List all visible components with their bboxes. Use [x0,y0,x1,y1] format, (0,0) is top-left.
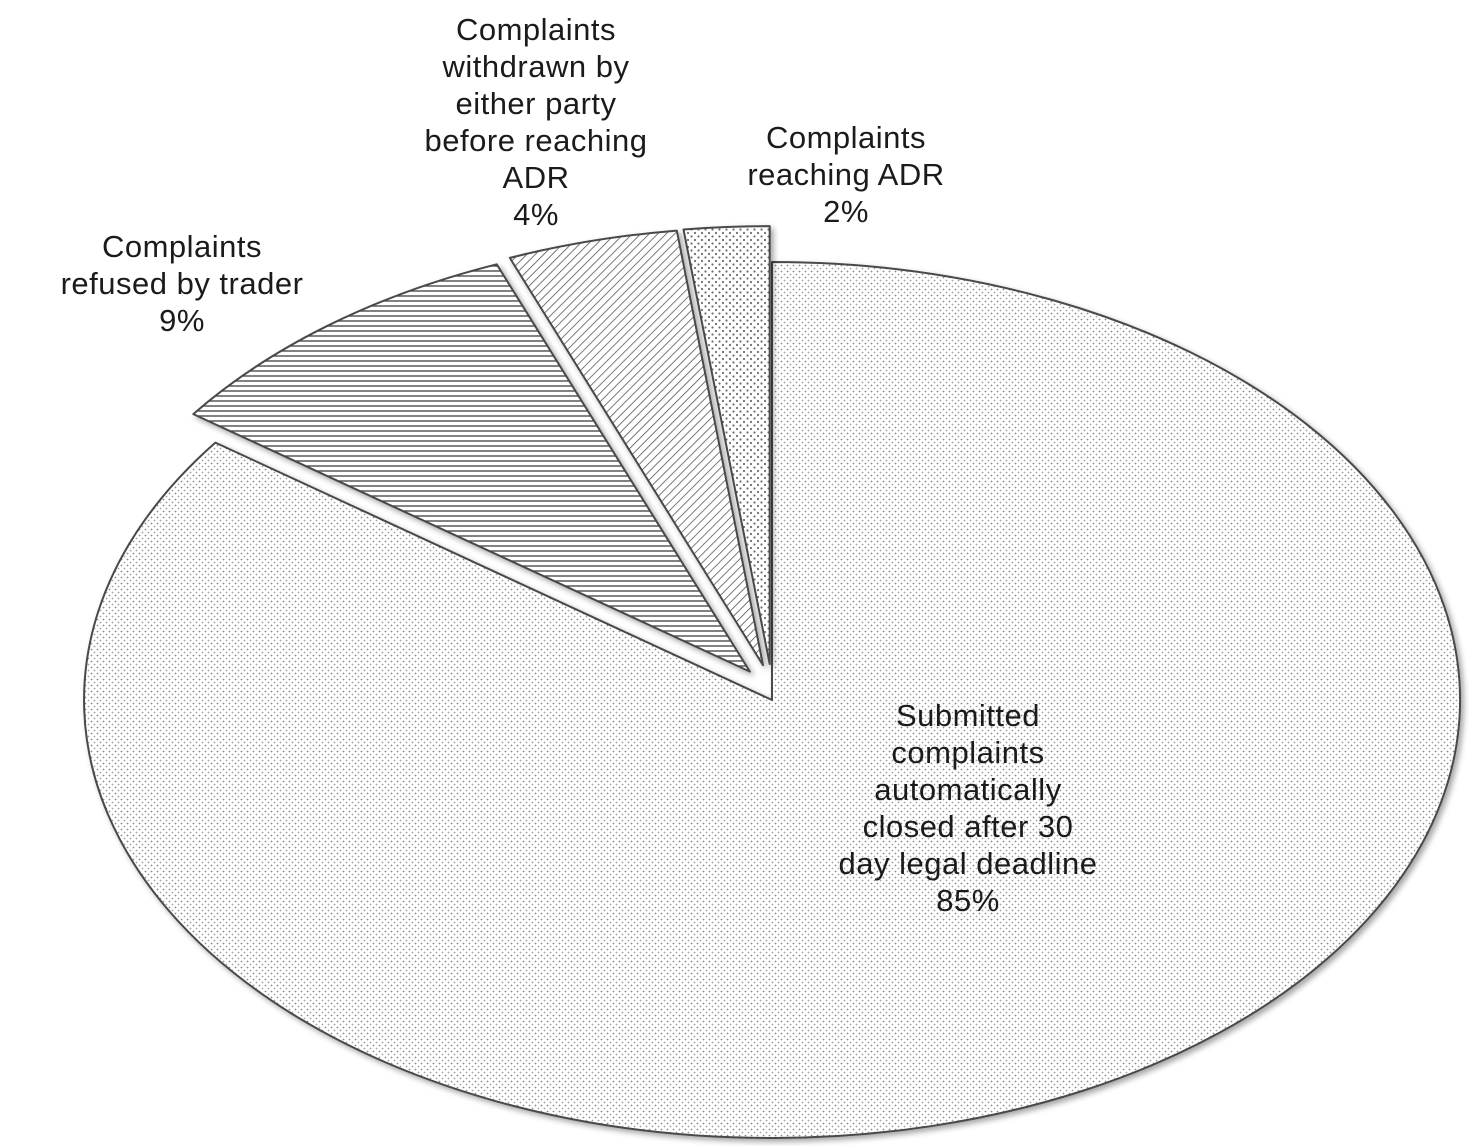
pie-slice-submitted-complaints-automatically-close [83,261,1462,1139]
slice-percent-label: 4% [513,197,559,232]
slice-name-label-line: before reaching [425,123,648,158]
slice-name-label-line: Complaints [102,229,262,264]
slice-name-label-line: reaching ADR [747,157,944,192]
slice-percent-label: 9% [159,303,205,338]
slice-name-label-line: closed after 30 [863,809,1074,844]
slice-name-label-line: refused by trader [61,266,304,301]
slice-name-label-line: day legal deadline [839,846,1098,881]
slice-name-label-line: Complaints [456,12,616,47]
slice-percent-label: 2% [823,194,869,229]
slice-name-label-line: Complaints [766,120,926,155]
slice-name-label-line: Submitted [896,698,1040,733]
slice-name-label-line: withdrawn by [442,49,630,84]
slice-percent-label: 85% [936,883,1000,918]
pie-slice-complaints-withdrawn-by-either-party-bef [508,229,764,667]
pie-slice-complaints-refused-by-trader [192,263,751,673]
slice-name-label-line: automatically [874,772,1061,807]
pie-slices [83,225,1462,1139]
pie-slice-complaints-reaching-adr [682,225,771,666]
slice-name-label-line: either party [455,86,616,121]
slice-name-label-line: complaints [891,735,1044,770]
slice-name-label-line: ADR [503,160,570,195]
